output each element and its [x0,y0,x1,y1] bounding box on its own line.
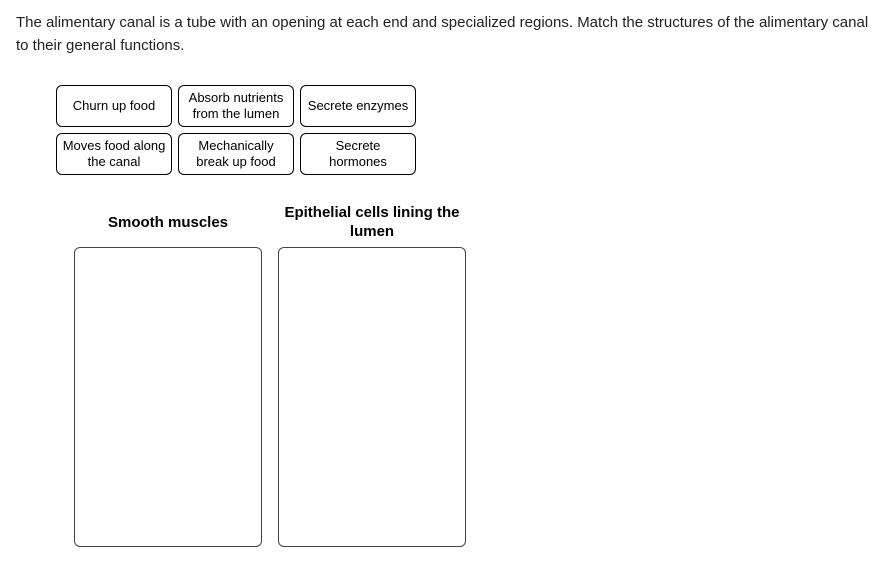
question-prompt: The alimentary canal is a tube with an o… [16,12,870,57]
drag-item[interactable]: Secrete enzymes [300,85,416,127]
drop-column-smooth-muscles: Smooth muscles [74,203,262,547]
drag-row-1: Churn up food Absorb nutrients from the … [56,85,870,127]
drop-header: Smooth muscles [102,203,234,243]
draggable-pool: Churn up food Absorb nutrients from the … [56,85,870,175]
drop-box-smooth-muscles[interactable] [74,247,262,547]
drop-box-epithelial[interactable] [278,247,466,547]
drop-header: Epithelial cells lining the lumen [278,203,466,243]
drop-area: Smooth muscles Epithelial cells lining t… [74,203,870,547]
drag-item[interactable]: Secrete hormones [300,133,416,175]
drag-item[interactable]: Absorb nutrients from the lumen [178,85,294,127]
drag-item[interactable]: Churn up food [56,85,172,127]
drag-row-2: Moves food along the canal Mechanically … [56,133,870,175]
drop-column-epithelial: Epithelial cells lining the lumen [278,203,466,547]
drag-item[interactable]: Mechanically break up food [178,133,294,175]
drag-item[interactable]: Moves food along the canal [56,133,172,175]
